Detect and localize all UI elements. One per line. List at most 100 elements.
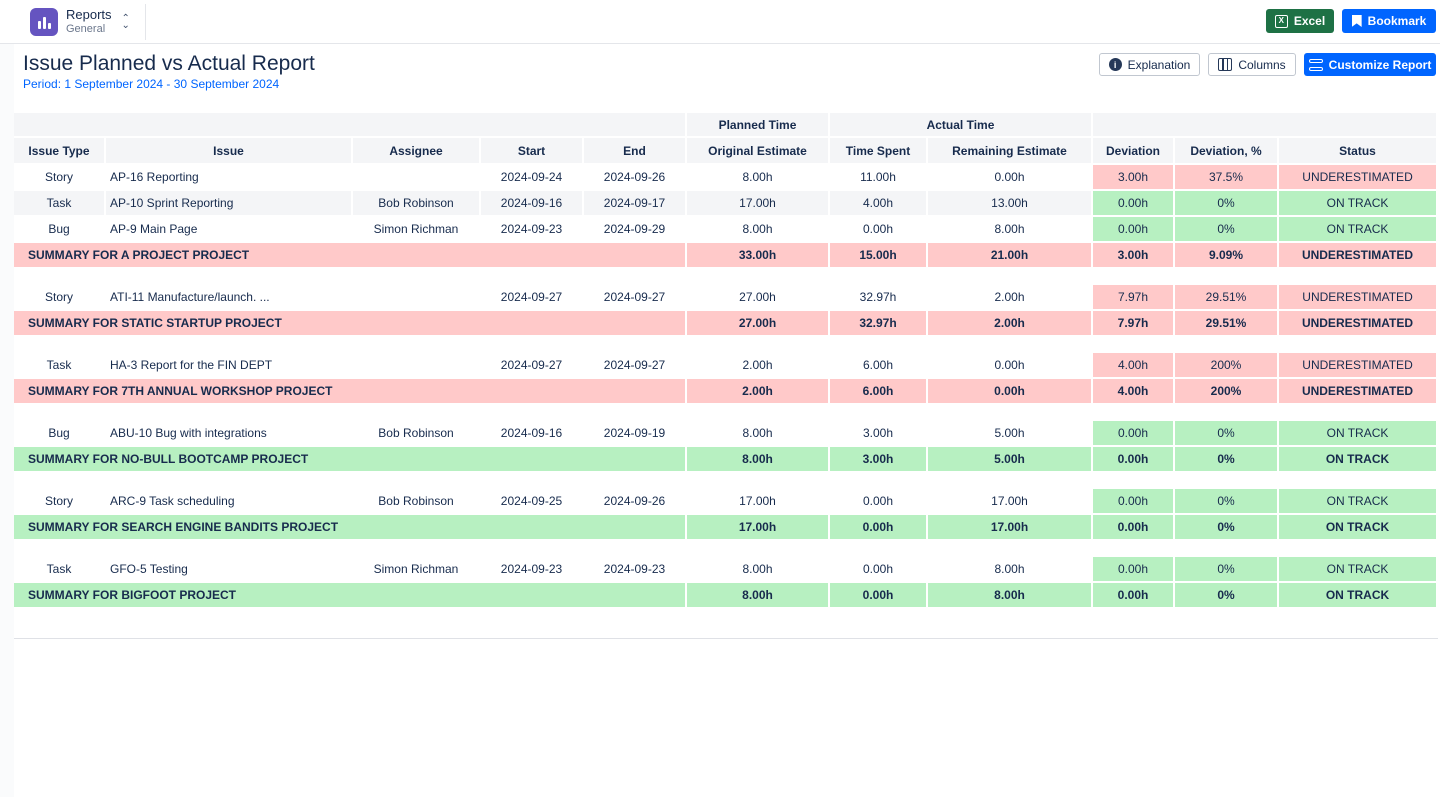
summary-time-spent: 32.97h [830,311,928,337]
assignee-cell: Simon Richman [353,557,481,583]
summary-time-spent: 0.00h [830,583,928,609]
column-header-issue-type[interactable]: Issue Type [14,138,106,165]
column-header-deviation[interactable]: Deviation [1093,138,1175,165]
original-estimate-cell: 8.00h [687,217,830,243]
column-header-time-spent[interactable]: Time Spent [830,138,928,165]
remaining-estimate-cell: 13.00h [928,191,1093,217]
columns-button[interactable]: Columns [1208,53,1296,76]
summary-time-spent: 15.00h [830,243,928,269]
end-date-cell: 2024-09-17 [584,191,687,217]
customize-report-button[interactable]: Customize Report [1304,53,1436,76]
end-date-cell: 2024-09-29 [584,217,687,243]
table-row[interactable]: Bug ABU-10 Bug with integrations Bob Robin… [14,421,1439,447]
start-date-cell: 2024-09-16 [481,191,584,217]
group-header-blank-right [1093,113,1439,138]
original-estimate-cell: 8.00h [687,557,830,583]
summary-time-spent: 6.00h [830,379,928,405]
deviation-cell: 0.00h [1093,217,1175,243]
app-switcher[interactable]: Reports General ⌃ ⌄ [30,6,130,38]
issue-type-cell: Story [14,165,106,191]
report-table: Planned Time Actual Time Issue Type Issu… [14,113,1439,609]
end-date-cell: 2024-09-27 [584,285,687,311]
deviation-cell: 7.97h [1093,285,1175,311]
deviation-pct-cell: 0% [1175,557,1279,583]
summary-deviation-pct: 0% [1175,515,1279,541]
summary-label: SUMMARY FOR SEARCH ENGINE BANDITS PROJEC… [14,515,687,541]
assignee-cell: Simon Richman [353,217,481,243]
issue-link[interactable]: GFO-5 Testing [106,557,353,583]
deviation-cell: 0.00h [1093,191,1175,217]
table-row[interactable]: Task AP-10 Sprint Reporting Bob Robinson 20… [14,191,1439,217]
summary-status: ON TRACK [1279,583,1439,609]
summary-remaining-estimate: 2.00h [928,311,1093,337]
issue-link[interactable]: HA-3 Report for the FIN DEPT [106,353,353,379]
table-row[interactable]: Task HA-3 Report for the FIN DEPT 2024-09-… [14,353,1439,379]
summary-time-spent: 0.00h [830,515,928,541]
column-header-issue[interactable]: Issue [106,138,353,165]
column-header-start[interactable]: Start [481,138,584,165]
issue-link[interactable]: ATI-11 Manufacture/launch. ... [106,285,353,311]
original-estimate-cell: 17.00h [687,489,830,515]
bookmark-icon [1351,15,1362,27]
remaining-estimate-cell: 0.00h [928,353,1093,379]
summary-row: SUMMARY FOR BIGFOOT PROJECT 8.00h 0.00h 8.0… [14,583,1439,609]
table-row[interactable]: Story ARC-9 Task scheduling Bob Robinson 20… [14,489,1439,515]
column-header-original-estimate[interactable]: Original Estimate [687,138,830,165]
issue-link[interactable]: ARC-9 Task scheduling [106,489,353,515]
remaining-estimate-cell: 5.00h [928,421,1093,447]
column-header-deviation-pct[interactable]: Deviation, % [1175,138,1279,165]
summary-time-spent: 3.00h [830,447,928,473]
column-header-end[interactable]: End [584,138,687,165]
bookmark-button[interactable]: Bookmark [1342,9,1436,33]
summary-remaining-estimate: 5.00h [928,447,1093,473]
summary-deviation: 0.00h [1093,583,1175,609]
end-date-cell: 2024-09-23 [584,557,687,583]
column-header-remaining-estimate[interactable]: Remaining Estimate [928,138,1093,165]
table-row[interactable]: Task GFO-5 Testing Simon Richman 2024-09-23… [14,557,1439,583]
status-cell: ON TRACK [1279,191,1439,217]
time-spent-cell: 4.00h [830,191,928,217]
deviation-pct-cell: 37.5% [1175,165,1279,191]
original-estimate-cell: 2.00h [687,353,830,379]
table-row[interactable]: Story AP-16 Reporting 2024-09-24 2024-09-26… [14,165,1439,191]
summary-row: SUMMARY FOR STATIC STARTUP PROJECT 27.00h… [14,311,1439,337]
report-body: Story AP-16 Reporting 2024-09-24 2024-09-26… [14,165,1439,609]
spacer-cell [14,541,1439,557]
table-row[interactable]: Bug AP-9 Main Page Simon Richman 2024-09-23… [14,217,1439,243]
issue-link[interactable]: AP-16 Reporting [106,165,353,191]
time-spent-cell: 0.00h [830,489,928,515]
column-header-status[interactable]: Status [1279,138,1439,165]
toggle-settings-icon [1308,58,1323,71]
assignee-cell: Bob Robinson [353,191,481,217]
table-row[interactable]: Story ATI-11 Manufacture/launch. ... 2024-… [14,285,1439,311]
column-header-assignee[interactable]: Assignee [353,138,481,165]
summary-deviation: 0.00h [1093,515,1175,541]
summary-label: SUMMARY FOR A PROJECT PROJECT [14,243,687,269]
excel-button[interactable]: X Excel [1266,9,1334,33]
app-subtitle: General [66,23,106,35]
issue-type-cell: Task [14,557,106,583]
start-date-cell: 2024-09-24 [481,165,584,191]
issue-link[interactable]: AP-10 Sprint Reporting [106,191,353,217]
bookmark-button-label: Bookmark [1367,14,1427,28]
explanation-button[interactable]: i Explanation [1099,53,1200,76]
issue-link[interactable]: ABU-10 Bug with integrations [106,421,353,447]
group-spacer [14,405,1439,421]
spacer-cell [14,337,1439,353]
status-cell: UNDERESTIMATED [1279,285,1439,311]
end-date-cell: 2024-09-26 [584,165,687,191]
summary-deviation-pct: 0% [1175,447,1279,473]
summary-label: SUMMARY FOR BIGFOOT PROJECT [14,583,687,609]
issue-link[interactable]: AP-9 Main Page [106,217,353,243]
summary-label: SUMMARY FOR 7TH ANNUAL WORKSHOP PROJECT [14,379,687,405]
remaining-estimate-cell: 0.00h [928,165,1093,191]
status-cell: ON TRACK [1279,557,1439,583]
reports-logo-icon [30,8,58,36]
end-date-cell: 2024-09-19 [584,421,687,447]
summary-row: SUMMARY FOR A PROJECT PROJECT 33.00h 15.00… [14,243,1439,269]
time-spent-cell: 0.00h [830,217,928,243]
assignee-cell [353,353,481,379]
app-title: Reports [66,7,112,22]
issue-type-cell: Task [14,353,106,379]
spacer-cell [14,473,1439,489]
